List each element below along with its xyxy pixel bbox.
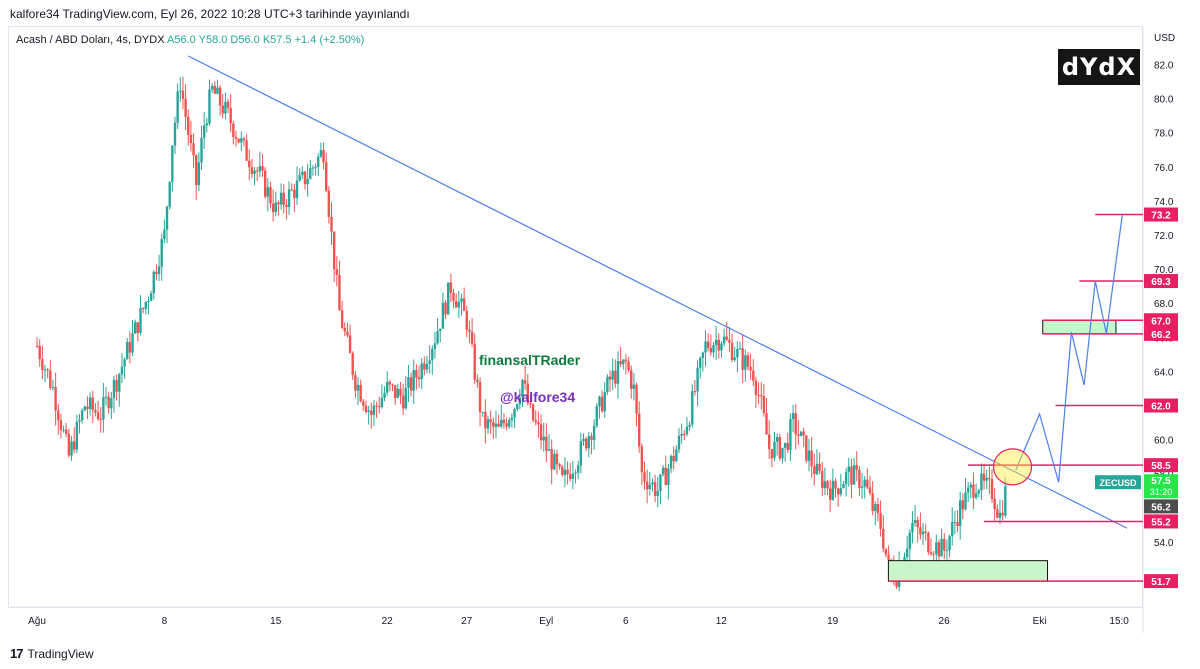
symbol-name[interactable]: Acash / ABD Doları, 4s, DYDX <box>16 34 165 46</box>
symbol-legend: Acash / ABD Doları, 4s, DYDX A56.0 Y58.0… <box>16 34 364 46</box>
x-tick-label: Eki <box>1033 616 1047 627</box>
y-tick-label: 60.0 <box>1154 436 1174 447</box>
ohlc-values: A56.0 Y58.0 D56.0 K57.5 +1.4 (+2.50%) <box>167 34 365 46</box>
x-tick-label: 15:0 <box>1109 616 1129 627</box>
price-level-label: 58.5 <box>1151 461 1171 472</box>
open-price-badge <box>1144 499 1178 514</box>
publish-caption: kalfore34 TradingView.com, Eyl 26, 2022 … <box>10 7 410 21</box>
countdown-label: 31:20 <box>1150 487 1173 497</box>
price-level-badge <box>1144 514 1178 529</box>
x-tick-label: Ağu <box>28 616 46 627</box>
chart-pane[interactable] <box>8 26 1143 608</box>
dydx-logo: dYdX <box>1058 49 1140 85</box>
y-tick-label: 56.0 <box>1154 504 1174 515</box>
x-tick-label: 27 <box>461 616 473 627</box>
x-tick-label: Eyl <box>539 616 553 627</box>
y-tick-label: 58.0 <box>1154 470 1174 481</box>
x-tick-label: 19 <box>827 616 839 627</box>
price-level-label: 51.7 <box>1151 577 1171 588</box>
price-level-label: 55.2 <box>1151 517 1171 528</box>
open-price-label: 56.2 <box>1151 502 1171 513</box>
watermark-author: finansalTRader <box>479 352 581 368</box>
y-tick-label: 80.0 <box>1154 95 1174 106</box>
y-tick-label: 54.0 <box>1154 538 1174 549</box>
y-tick-label: 66.0 <box>1154 333 1174 344</box>
price-level-label: 62.0 <box>1151 402 1171 413</box>
price-level-label: 69.3 <box>1151 277 1171 288</box>
y-tick-label: 78.0 <box>1154 129 1174 140</box>
price-level-badge <box>1144 313 1178 328</box>
price-level-label: 66.2 <box>1151 330 1171 341</box>
x-tick-label: 8 <box>162 616 168 627</box>
price-level-badge <box>1144 207 1178 222</box>
price-level-badge <box>1144 274 1178 289</box>
y-tick-label: 74.0 <box>1154 197 1174 208</box>
y-tick-label: 70.0 <box>1154 265 1174 276</box>
y-tick-label: 76.0 <box>1154 163 1174 174</box>
y-tick-label: 64.0 <box>1154 367 1174 378</box>
tradingview-logo-icon: 17 <box>10 646 24 661</box>
y-tick-label: 82.0 <box>1154 61 1174 72</box>
x-tick-label: 15 <box>270 616 282 627</box>
watermark-handle: @kalfore34 <box>500 389 576 405</box>
current-price-badge <box>1144 474 1178 499</box>
current-price-label: 57.5 <box>1151 476 1171 487</box>
x-tick-label: 6 <box>623 616 629 627</box>
y-tick-label: 72.0 <box>1154 231 1174 242</box>
price-level-badge <box>1144 326 1178 341</box>
x-tick-label: 12 <box>716 616 728 627</box>
x-tick-label: 22 <box>382 616 394 627</box>
price-level-label: 67.0 <box>1151 316 1171 327</box>
price-level-badge <box>1144 458 1178 473</box>
currency-label: USD <box>1154 33 1175 44</box>
price-level-label: 73.2 <box>1151 211 1171 222</box>
x-tick-label: 26 <box>939 616 951 627</box>
y-tick-label: 68.0 <box>1154 299 1174 310</box>
price-level-badge <box>1144 574 1178 589</box>
price-level-badge <box>1144 398 1178 413</box>
y-tick-label: 62.0 <box>1154 402 1174 413</box>
tradingview-brand: TradingView <box>27 646 94 661</box>
tradingview-footer[interactable]: 17 TradingView <box>10 646 94 661</box>
